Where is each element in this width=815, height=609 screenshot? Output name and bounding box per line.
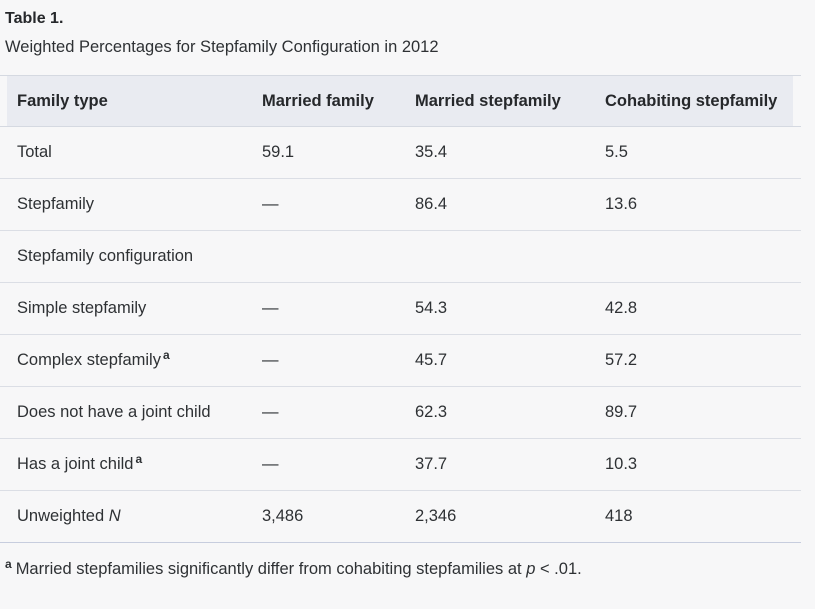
table-cell: 2,346 — [415, 490, 605, 544]
row-label: Has a joint child a — [0, 438, 262, 492]
table-cell: 54.3 — [415, 282, 605, 336]
table-cell: 37.7 — [415, 438, 605, 492]
table-caption: Weighted Percentages for Stepfamily Conf… — [5, 38, 439, 56]
table-row-total: Total 59.1 35.4 5.5 — [0, 126, 801, 180]
header-row: Family type Married family Married stepf… — [0, 75, 801, 128]
row-label: Unweighted N — [0, 490, 262, 544]
table-cell: 89.7 — [605, 386, 801, 440]
table-cell: — — [262, 282, 415, 336]
table-cell: 35.4 — [415, 126, 605, 180]
table-cell: — — [262, 438, 415, 492]
stepfamily-configuration-table: Family type Married family Married stepf… — [0, 75, 801, 544]
table-cell: — — [262, 334, 415, 388]
table-cell: 86.4 — [415, 178, 605, 232]
table-row-unweighted-n: Unweighted N 3,486 2,346 418 — [0, 490, 801, 544]
table-number-title: Table 1. — [5, 10, 64, 27]
footnote-text-end: < .01. — [535, 560, 582, 579]
table-cell — [262, 230, 415, 284]
footnote-p-symbol: p — [526, 560, 536, 579]
row-label: Stepfamily — [0, 178, 262, 232]
table-cell: 42.8 — [605, 282, 801, 336]
superscript-note: a — [135, 451, 143, 466]
column-header-family-type: Family type — [0, 75, 262, 128]
row-label: Total — [0, 126, 262, 180]
table-row-simple-stepfamily: Simple stepfamily — 54.3 42.8 — [0, 282, 801, 336]
table-row-no-joint-child: Does not have a joint child — 62.3 89.7 — [0, 386, 801, 440]
table-cell: 418 — [605, 490, 801, 544]
table-cell — [605, 230, 801, 284]
table-cell: 13.6 — [605, 178, 801, 232]
table-row-stepfamily: Stepfamily — 86.4 13.6 — [0, 178, 801, 232]
row-label: Does not have a joint child — [0, 386, 262, 440]
table-cell — [415, 230, 605, 284]
superscript-note: a — [162, 347, 170, 362]
table-cell: 10.3 — [605, 438, 801, 492]
footnote-marker: a — [5, 556, 12, 571]
table-row-complex-stepfamily: Complex stepfamily a — 45.7 57.2 — [0, 334, 801, 388]
column-header-married-family: Married family — [262, 75, 415, 128]
table-cell: 3,486 — [262, 490, 415, 544]
table-cell: 5.5 — [605, 126, 801, 180]
table-cell: — — [262, 386, 415, 440]
column-header-married-stepfamily: Married stepfamily — [415, 75, 605, 128]
table-row-has-joint-child: Has a joint child a — 37.7 10.3 — [0, 438, 801, 492]
row-label: Complex stepfamily a — [0, 334, 262, 388]
table-container: Family type Married family Married stepf… — [0, 75, 801, 544]
table-cell: 57.2 — [605, 334, 801, 388]
table-cell: 45.7 — [415, 334, 605, 388]
table-row-stepfamily-configuration: Stepfamily configuration — [0, 230, 801, 284]
row-label: Stepfamily configuration — [0, 230, 262, 284]
row-label: Simple stepfamily — [0, 282, 262, 336]
table-cell: 59.1 — [262, 126, 415, 180]
column-header-cohabiting-stepfamily: Cohabiting stepfamily — [605, 75, 801, 128]
table-cell: 62.3 — [415, 386, 605, 440]
table-cell: — — [262, 178, 415, 232]
table-footnote: a Married stepfamilies significantly diff… — [5, 558, 801, 580]
footnote-text: Married stepfamilies significantly diffe… — [15, 560, 527, 579]
